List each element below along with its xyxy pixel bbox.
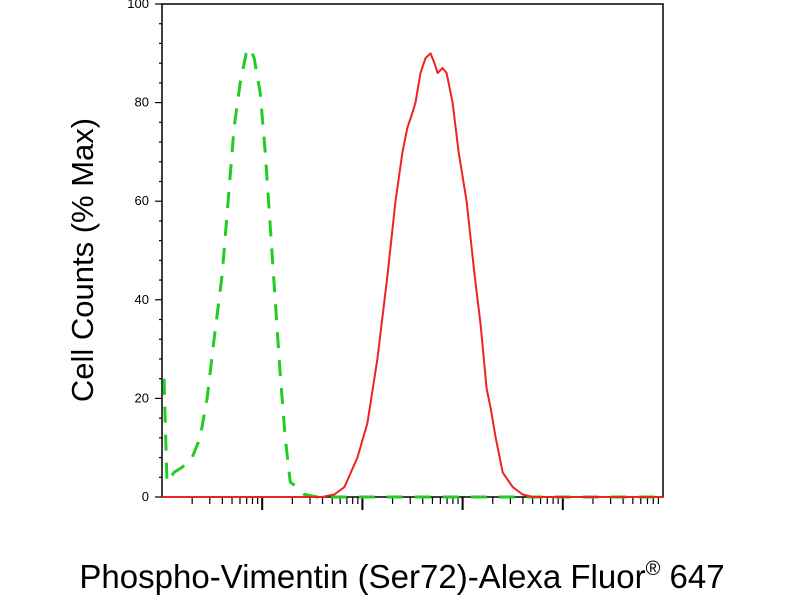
y-axis-title: Cell Counts (% Max) (65, 118, 100, 402)
y-axis: 0 20 40 60 80 100 (127, 0, 162, 504)
y-tick-label: 100 (127, 0, 149, 11)
x-axis-title-superscript: ® (646, 558, 661, 580)
plot-border (161, 3, 664, 498)
series-layer (162, 46, 663, 499)
y-tick-label: 0 (142, 489, 149, 504)
x-axis-title: Phospho-Vimentin (Ser72)-Alexa Fluor® 64… (79, 558, 724, 595)
y-tick-label: 60 (135, 193, 149, 208)
x-axis-title-main: Phospho-Vimentin (Ser72)-Alexa Fluor (79, 558, 645, 595)
series-line-1 (162, 46, 663, 499)
y-tick-label: 40 (135, 292, 149, 307)
x-axis (191, 497, 660, 510)
x-axis-title-suffix: 647 (660, 558, 724, 595)
y-tick-label: 80 (135, 95, 149, 110)
series-line-2 (162, 52, 663, 498)
plot-frame (161, 3, 664, 498)
y-tick-label: 20 (135, 390, 149, 405)
